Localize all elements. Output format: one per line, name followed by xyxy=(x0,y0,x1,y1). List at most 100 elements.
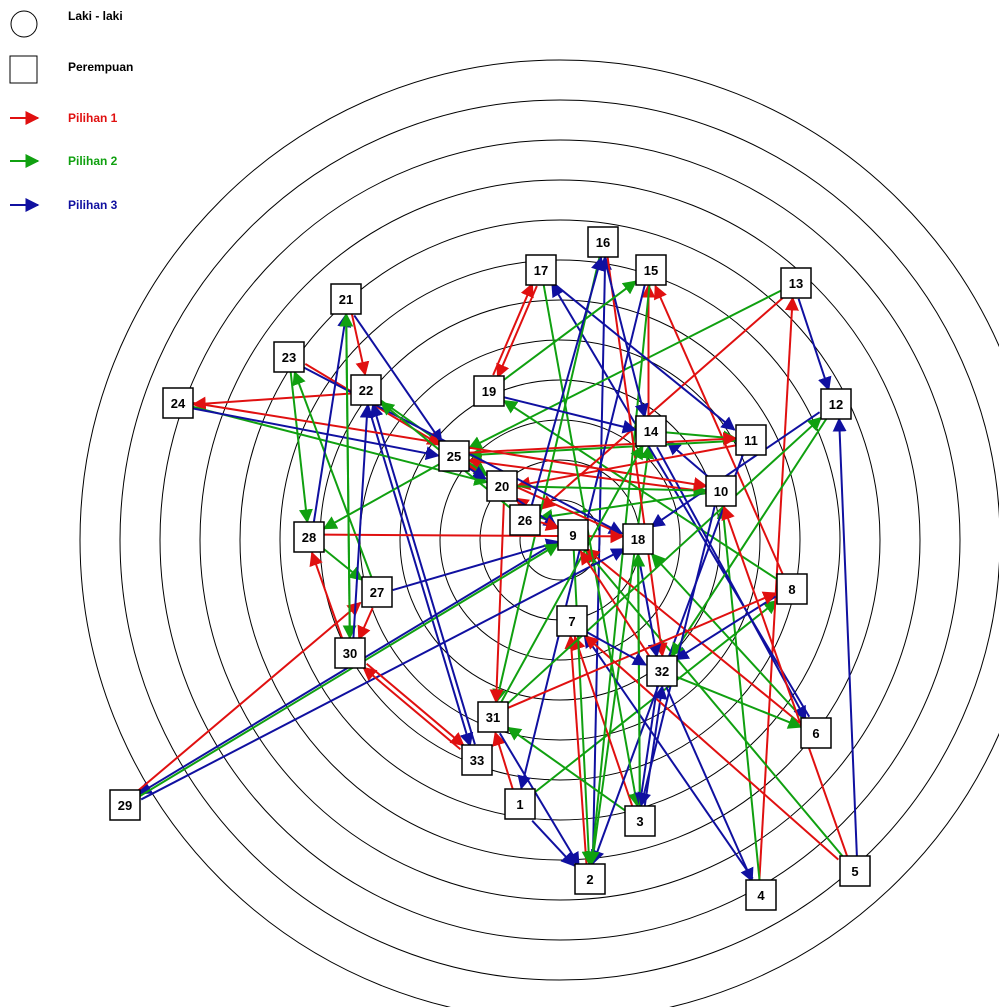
node-label: 1 xyxy=(516,797,523,812)
node-label: 9 xyxy=(569,528,576,543)
node-label: 16 xyxy=(596,235,610,250)
node-31: 31 xyxy=(477,701,509,733)
node-29: 29 xyxy=(109,789,141,821)
ring-9 xyxy=(199,179,921,901)
node-box xyxy=(780,267,812,299)
edge-4-to-13-choice-1 xyxy=(758,296,799,880)
edge-13-to-12-choice-3 xyxy=(797,298,832,392)
edge-8-to-15-choice-1 xyxy=(654,284,784,576)
ring-7 xyxy=(279,259,841,821)
node-box xyxy=(525,254,557,286)
node-22: 22 xyxy=(350,374,382,406)
edge-25-to-20-choice-3 xyxy=(467,466,487,480)
node-box xyxy=(556,605,588,637)
node-7: 7 xyxy=(556,605,588,637)
edge-4-to-10-choice-2 xyxy=(716,504,761,881)
edge-26-to-9-choice-1 xyxy=(540,517,561,531)
legend-female-label: Perempuan xyxy=(68,60,133,74)
node-33: 33 xyxy=(461,744,493,776)
edge-24-to-25-choice-3 xyxy=(192,407,440,461)
node-box xyxy=(473,375,505,407)
node-box xyxy=(587,226,619,258)
edge-30-to-22-choice-3 xyxy=(352,403,374,639)
node-box xyxy=(504,788,536,820)
node-box xyxy=(461,744,493,776)
edge-13-to-26-choice-1 xyxy=(540,297,784,510)
node-3: 3 xyxy=(624,805,656,837)
node-box xyxy=(293,521,325,553)
node-label: 3 xyxy=(636,814,643,829)
ring-12 xyxy=(79,59,999,1007)
node-label: 26 xyxy=(518,513,532,528)
node-label: 6 xyxy=(812,726,819,741)
node-box xyxy=(635,415,667,447)
edge-3-to-31-choice-2 xyxy=(506,726,626,812)
edge-31-to-12-choice-2 xyxy=(507,416,823,705)
edge-30-to-21-choice-2 xyxy=(339,312,354,639)
edge-25-to-28-choice-2 xyxy=(322,463,440,530)
node-box xyxy=(646,655,678,687)
node-13: 13 xyxy=(780,267,812,299)
node-box xyxy=(820,388,852,420)
node-label: 4 xyxy=(757,888,765,903)
edge-27-to-30-choice-1 xyxy=(357,607,374,641)
node-box xyxy=(477,701,509,733)
edge-17-to-3-choice-2 xyxy=(542,284,642,808)
node-10: 10 xyxy=(705,475,737,507)
edge-6-to-9-choice-1 xyxy=(585,548,801,724)
legend-choice1-label: Pilihan 1 xyxy=(68,111,118,125)
node-label: 20 xyxy=(495,479,509,494)
node-box xyxy=(635,254,667,286)
node-label: 11 xyxy=(744,433,758,448)
node-label: 12 xyxy=(829,397,843,412)
edge-32-to-6-choice-2 xyxy=(676,676,803,729)
node-box xyxy=(557,519,589,551)
node-label: 30 xyxy=(343,646,357,661)
node-box xyxy=(438,440,470,472)
node-box xyxy=(509,504,541,536)
node-label: 22 xyxy=(359,383,373,398)
ring-11 xyxy=(119,99,999,981)
node-27: 27 xyxy=(361,576,393,608)
edge-2-to-7-choice-1 xyxy=(564,634,588,865)
edge-17-to-11-choice-3 xyxy=(553,283,736,431)
edge-21-to-22-choice-1 xyxy=(350,313,370,376)
node-25: 25 xyxy=(438,440,470,472)
legend-choice2-label: Pilihan 2 xyxy=(68,154,118,168)
node-label: 21 xyxy=(339,292,353,307)
edge-10-to-14-choice-3 xyxy=(666,441,709,478)
edge-26-to-16-choice-3 xyxy=(530,256,605,506)
legend: Laki - laki Perempuan Pilihan 1 Pilihan … xyxy=(9,9,133,212)
node-15: 15 xyxy=(635,254,667,286)
node-23: 23 xyxy=(273,341,305,373)
male-symbol-icon xyxy=(10,10,38,38)
edge-29-to-27-choice-1 xyxy=(137,601,362,792)
edge-28-to-27-choice-2 xyxy=(323,548,364,581)
node-label: 8 xyxy=(788,582,795,597)
node-box xyxy=(361,576,393,608)
node-box xyxy=(839,855,871,887)
node-17: 17 xyxy=(525,254,557,286)
node-label: 14 xyxy=(644,424,659,439)
edge-20-to-10-choice-2 xyxy=(516,483,708,498)
edge-31-to-2-choice-3 xyxy=(498,732,580,867)
edge-24-to-20-choice-2 xyxy=(192,405,489,486)
node-11: 11 xyxy=(735,424,767,456)
edge-31-to-14-choice-2 xyxy=(500,444,644,703)
node-26: 26 xyxy=(509,504,541,536)
edge-32-to-4-choice-3 xyxy=(665,686,754,883)
edge-14-to-11-choice-2 xyxy=(665,430,738,445)
female-symbol-icon xyxy=(9,55,38,84)
edge-16-to-31-choice-2 xyxy=(492,256,601,704)
edge-15-to-2-choice-2 xyxy=(585,284,651,866)
ring-3 xyxy=(439,419,681,661)
node-14: 14 xyxy=(635,415,667,447)
edge-10-to-3-choice-3 xyxy=(637,505,716,807)
edge-28-to-21-choice-3 xyxy=(312,313,352,523)
node-21: 21 xyxy=(330,283,362,315)
ring-10 xyxy=(159,139,961,941)
node-18: 18 xyxy=(622,523,654,555)
node-label: 28 xyxy=(302,530,316,545)
node-16: 16 xyxy=(587,226,619,258)
